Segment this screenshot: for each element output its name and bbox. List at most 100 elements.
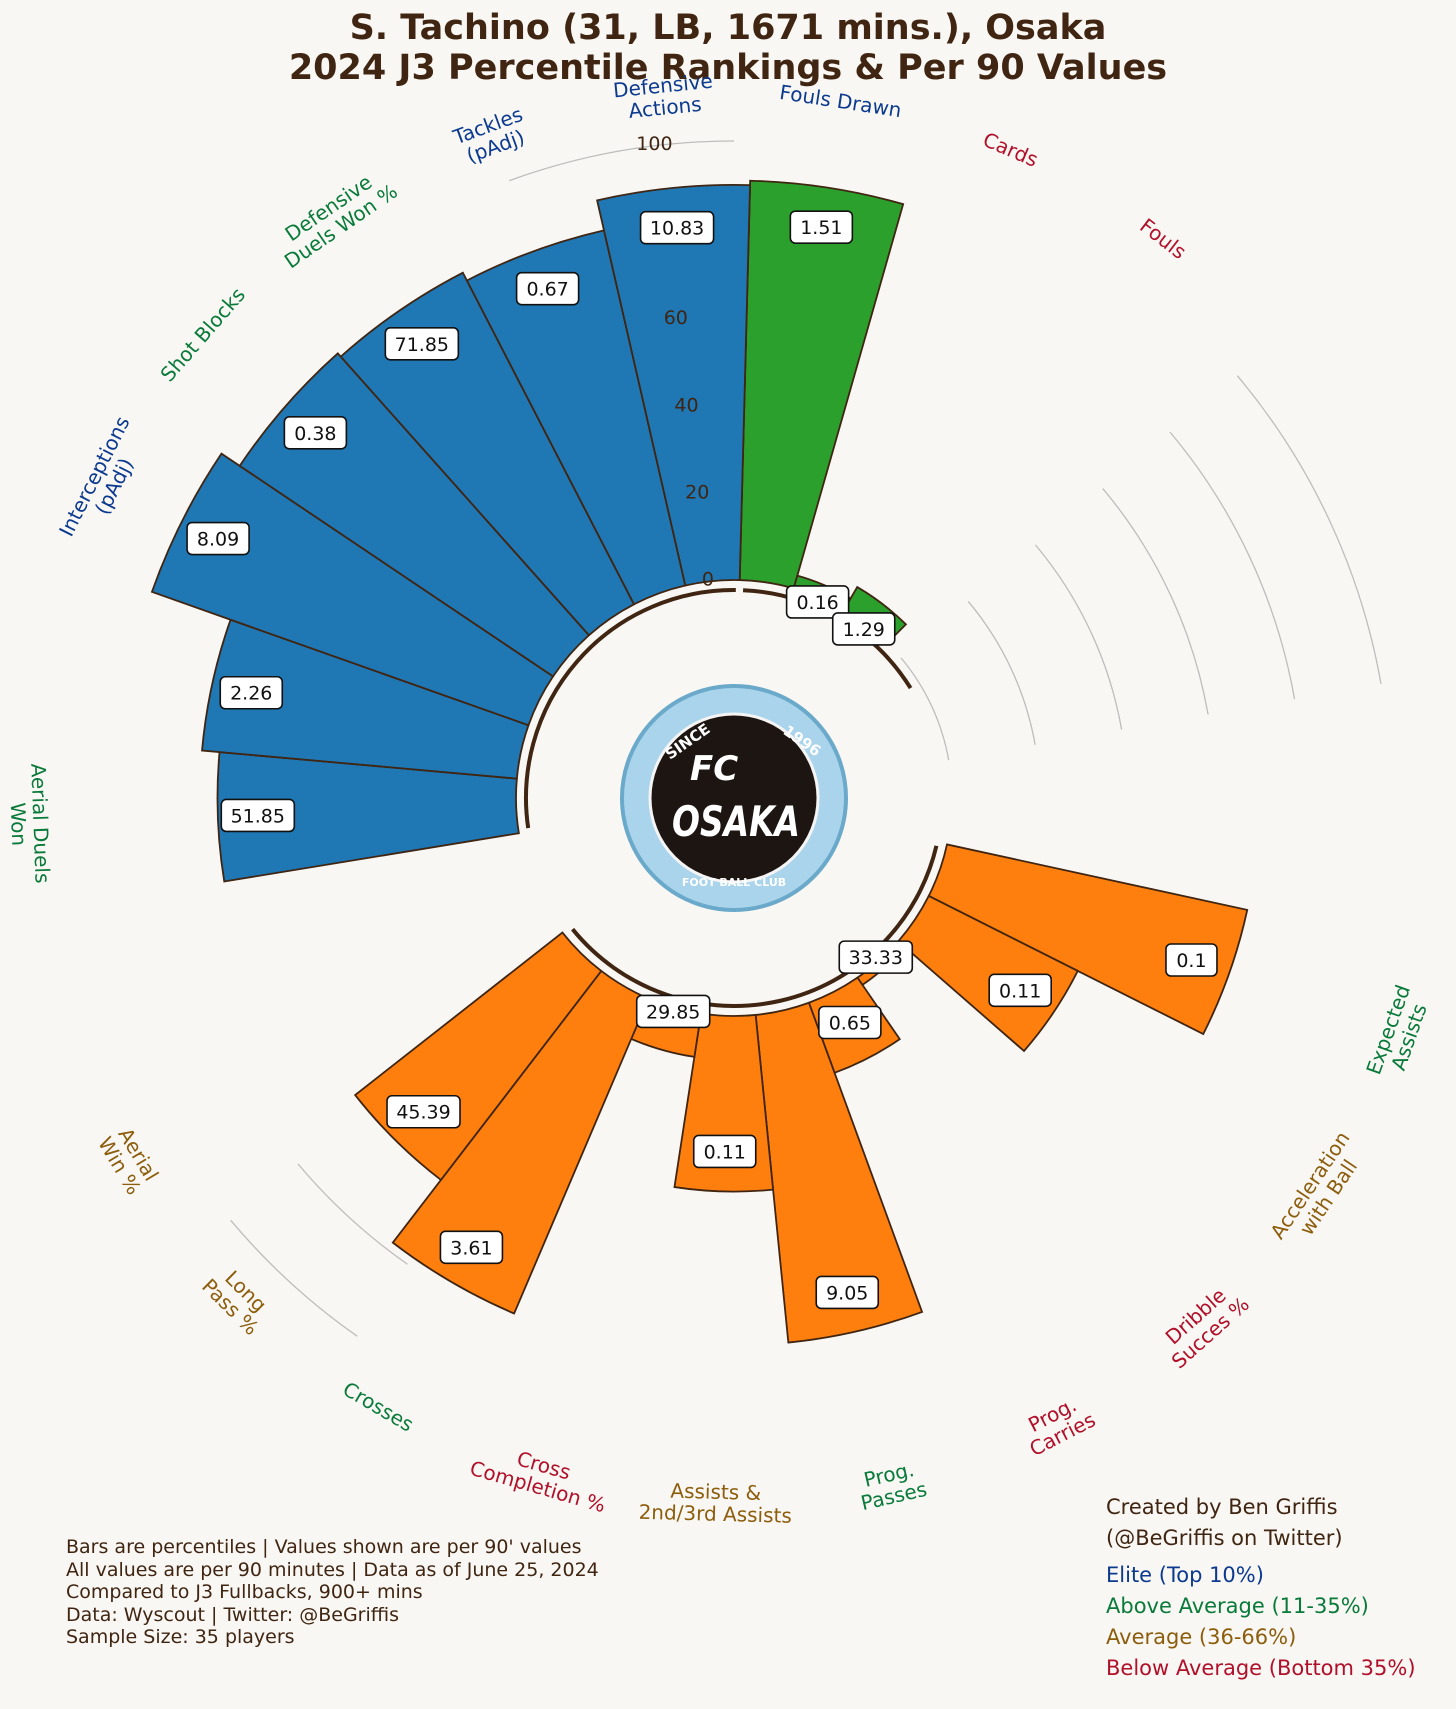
- metric-label: Crosses: [339, 1377, 418, 1437]
- value-label: 1.51: [789, 210, 854, 244]
- value-label: 0.16: [785, 585, 850, 619]
- value-label-text: 29.85: [646, 1001, 700, 1023]
- bar: [754, 1001, 924, 1344]
- logo-football-club: FOOT BALL CLUB: [682, 876, 786, 889]
- value-label: 0.65: [818, 1005, 882, 1040]
- value-label: 29.85: [635, 994, 711, 1029]
- metric-label: Tackles(pAdj): [449, 102, 533, 170]
- bar: [596, 184, 751, 587]
- grid-arc: [1102, 488, 1209, 715]
- value-label-box: [692, 1134, 757, 1169]
- grid-arc: [900, 657, 950, 761]
- footer-line: Compared to J3 Fullbacks, 900+ mins: [66, 1581, 423, 1603]
- grid-arc: [967, 601, 1036, 746]
- legend-above-average: Above Average (11-35%): [1106, 1594, 1369, 1618]
- grid-arc: [230, 1219, 358, 1337]
- bar: [738, 179, 905, 590]
- legend-below-average: Below Average (Bottom 35%): [1106, 1656, 1416, 1680]
- group-arc: [571, 845, 939, 1008]
- value-label: 71.85: [384, 326, 460, 361]
- grid-arc: [1035, 544, 1123, 730]
- bar: [391, 969, 650, 1315]
- value-label-box: [219, 675, 284, 710]
- value-label: 9.05: [815, 1275, 880, 1310]
- value-labels: 1.51 0.161.29 0.1 0.11 33.33 0.65 9.05 0.11 29.8…: [186, 210, 1218, 1310]
- logo-inner-disc: [648, 712, 820, 884]
- credit-line: (@BeGriffis on Twitter): [1106, 1526, 1343, 1550]
- metric-label: Accelerationwith Ball: [1265, 1127, 1372, 1256]
- value-label-box: [818, 1005, 882, 1040]
- value-label: 0.11: [988, 973, 1053, 1008]
- bar: [339, 271, 636, 637]
- value-label-text: 0.38: [294, 423, 336, 445]
- value-label-text: 51.85: [231, 805, 285, 827]
- value-label-text: 45.39: [396, 1102, 450, 1124]
- bar: [897, 894, 1079, 1053]
- group-arc: [524, 588, 736, 829]
- grid-arc: [509, 140, 735, 182]
- value-label-text: 0.67: [526, 279, 568, 301]
- value-label-text: 0.11: [999, 980, 1041, 1002]
- value-label: 8.09: [186, 521, 250, 556]
- metric-label-line: Fouls: [1135, 213, 1191, 264]
- value-label-box: [186, 521, 250, 556]
- metric-label-line: Cards: [980, 127, 1042, 172]
- value-label-text: 8.09: [197, 529, 239, 551]
- metric-label-line: Assists &: [670, 1479, 761, 1505]
- metric-label: DefensiveDuels Won %: [267, 161, 402, 273]
- value-label-text: 33.33: [849, 947, 903, 969]
- radial-tick-label: 100: [636, 133, 672, 155]
- value-label-box: [815, 1275, 880, 1310]
- value-label: 0.11: [692, 1134, 757, 1169]
- metric-label: Prog.Passes: [854, 1455, 930, 1515]
- value-label-text: 2.26: [230, 683, 272, 705]
- value-label-box: [386, 1094, 461, 1129]
- value-label-text: 0.1: [1176, 950, 1206, 972]
- value-label-box: [515, 271, 580, 306]
- value-label: 10.83: [639, 210, 715, 245]
- value-label: 3.61: [439, 1230, 504, 1265]
- metric-label: ExpectedAssists: [1361, 982, 1436, 1085]
- chart-title-line2: 2024 J3 Percentile Rankings & Per 90 Val…: [288, 48, 1168, 88]
- value-label-box: [439, 1230, 504, 1265]
- value-label-box: [1165, 943, 1218, 977]
- value-label-box: [220, 798, 296, 833]
- value-label-text: 1.29: [843, 619, 885, 641]
- value-label: 51.85: [220, 798, 296, 833]
- radial-tick-label: 40: [674, 394, 698, 416]
- logo-osaka: OSAKA: [672, 797, 800, 846]
- metric-label: Interceptions(pAdj): [54, 412, 154, 550]
- value-label-text: 10.83: [650, 218, 704, 240]
- metric-label: Shot Blocks: [155, 283, 250, 386]
- grid-arc: [297, 1163, 408, 1265]
- metric-label-line: Fouls Drawn: [778, 80, 903, 122]
- value-label-text: 1.51: [800, 217, 842, 239]
- value-label-text: 3.61: [450, 1237, 492, 1259]
- metric-label: AerialWin %: [93, 1121, 165, 1199]
- value-label-box: [988, 973, 1053, 1008]
- metric-label: Fouls Drawn: [778, 80, 903, 122]
- club-logo: SINCE 1996 FC OSAKA FOOT BALL CLUB: [620, 684, 848, 912]
- chart-title-line1: S. Tachino (31, LB, 1671 mins.), Osaka: [349, 8, 1107, 48]
- bar: [465, 229, 687, 606]
- bar: [150, 452, 555, 727]
- metric-label-line: Won: [6, 802, 32, 846]
- logo-fc: FC: [690, 749, 738, 789]
- radial-tick-label: 60: [664, 307, 688, 329]
- footer-line: Bars are percentiles | Values shown are …: [66, 1536, 582, 1558]
- value-label-text: 0.16: [796, 592, 838, 614]
- value-label-text: 0.65: [829, 1012, 871, 1034]
- metric-label-line: 2nd/3rd Assists: [638, 1500, 792, 1528]
- value-label-box: [838, 940, 914, 974]
- value-label-text: 0.11: [704, 1141, 746, 1163]
- value-label: 0.1: [1165, 943, 1218, 977]
- metric-label: LongPass %: [197, 1258, 279, 1340]
- value-label-text: 9.05: [826, 1282, 868, 1304]
- bar: [927, 843, 1249, 1036]
- footer-line: All values are per 90 minutes | Data as …: [66, 1558, 599, 1581]
- legend: Created by Ben Griffis (@BeGriffis on Tw…: [1106, 1492, 1416, 1684]
- value-label-box: [785, 585, 850, 619]
- value-label: 0.67: [515, 271, 580, 306]
- metric-label-line: Shot Blocks: [155, 283, 250, 386]
